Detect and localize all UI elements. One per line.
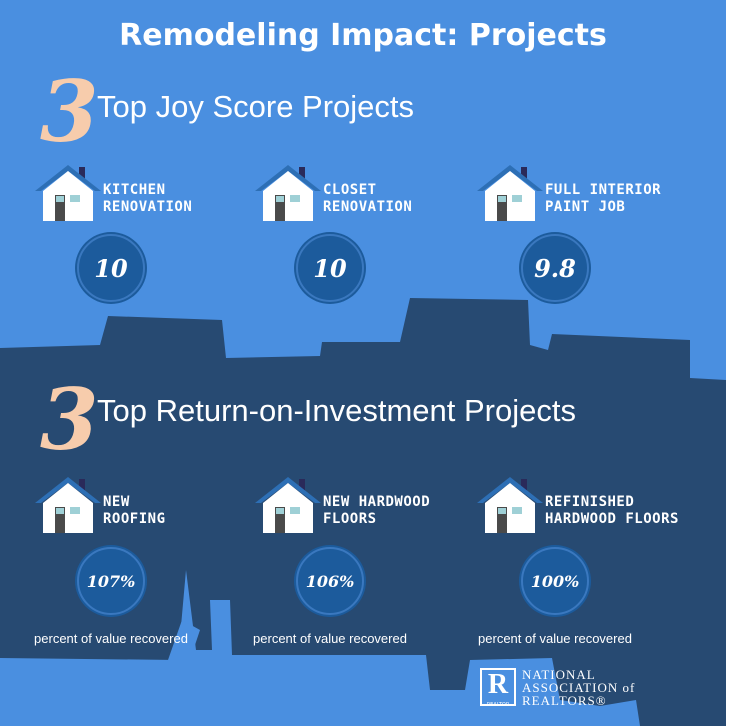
house-icon xyxy=(477,165,543,225)
label-line-2: Roofing xyxy=(103,511,166,527)
label-line-2: Renovation xyxy=(323,199,413,215)
roi-score-circle: 100% xyxy=(521,547,589,615)
page-title: Remodeling Impact: Projects xyxy=(119,18,607,53)
org-line-3: REALTORS® xyxy=(522,693,607,708)
caption: percent of value recovered xyxy=(478,631,632,646)
house-icon xyxy=(255,165,321,225)
realtor-mark: R xyxy=(487,669,509,700)
caption: percent of value recovered xyxy=(253,631,407,646)
org-line-2: ASSOCIATION of xyxy=(522,680,636,695)
caption: percent of value recovered xyxy=(34,631,188,646)
joy-score-circle: 10 xyxy=(296,234,364,302)
house-icon xyxy=(35,477,101,537)
label-line-1: Full Interior xyxy=(545,182,662,198)
roi-project-label: New Roofing xyxy=(103,494,166,528)
roi-score-circle: 106% xyxy=(296,547,364,615)
label-line-1: New xyxy=(103,494,130,510)
house-icon xyxy=(35,165,101,225)
roi-project-label: New Hardwood Floors xyxy=(323,494,430,528)
realtor-logo: R REALTOR xyxy=(480,668,516,708)
roi-project-label: Refinished Hardwood Floors xyxy=(545,494,679,528)
joy-project-label: Full Interior Paint Job xyxy=(545,182,661,216)
roi-count: 3 xyxy=(40,370,99,469)
roi-heading: Top Return-on-Investment Projects xyxy=(97,393,576,428)
label-line-2: Renovation xyxy=(103,199,193,215)
label-line-2: Hardwood Floors xyxy=(545,511,679,527)
label-line-2: Paint Job xyxy=(545,199,626,215)
label-line-2: Floors xyxy=(323,511,377,527)
joy-count: 3 xyxy=(40,62,99,161)
label-line-1: Kitchen xyxy=(103,182,166,198)
org-line-1: NATIONAL xyxy=(522,667,596,682)
house-icon xyxy=(477,477,543,537)
joy-project-label: Closet Renovation xyxy=(323,182,412,216)
label-line-1: Refinished xyxy=(545,494,635,510)
joy-project-label: Kitchen Renovation xyxy=(103,182,192,216)
joy-score-circle: 9.8 xyxy=(521,234,589,302)
joy-heading: Top Joy Score Projects xyxy=(97,89,415,124)
house-icon xyxy=(255,477,321,537)
roi-score-circle: 107% xyxy=(77,547,145,615)
joy-score-circle: 10 xyxy=(77,234,145,302)
label-line-1: New Hardwood xyxy=(323,494,431,510)
org-name: NATIONAL ASSOCIATION of REALTORS® xyxy=(522,668,635,707)
realtor-mark-caption: REALTOR xyxy=(486,702,510,708)
label-line-1: Closet xyxy=(323,182,377,198)
